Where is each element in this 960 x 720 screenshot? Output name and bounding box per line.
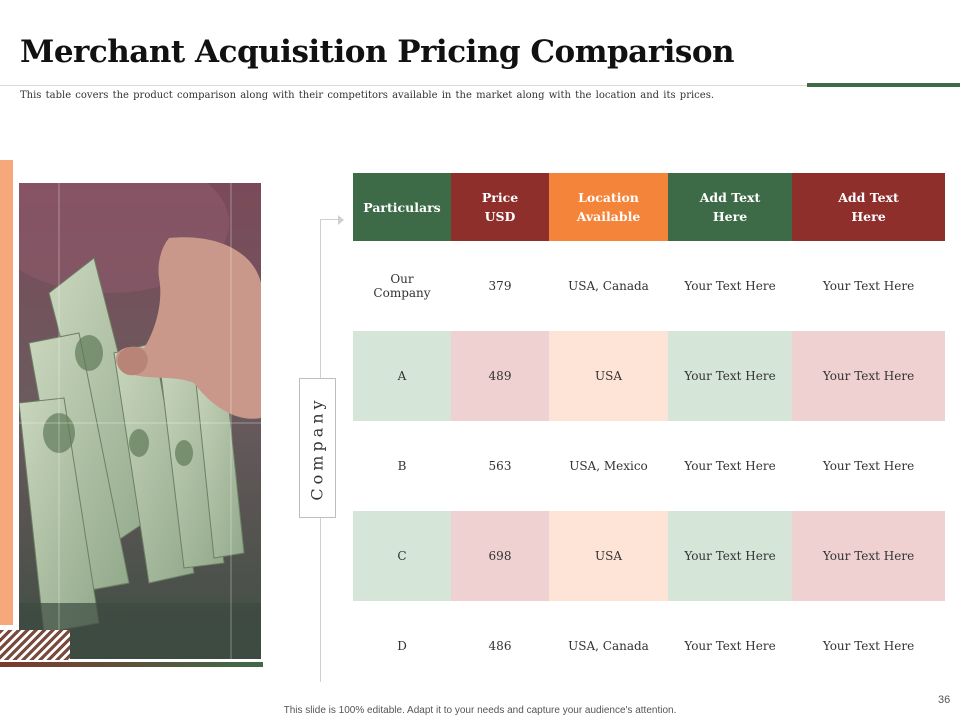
table-row: B 563 USA, Mexico Your Text Here Your Te…: [353, 421, 945, 511]
header-add-text-1: Add Text Here: [668, 173, 792, 241]
table-row: Our Company 379 USA, Canada Your Text Her…: [353, 241, 945, 331]
company-label-box: Company: [299, 378, 336, 518]
cell-text: Your Text Here: [792, 511, 945, 601]
header-price: Price USD: [451, 173, 549, 241]
bottom-gradient-bar: [0, 662, 263, 667]
cell-text: Your Text Here: [822, 279, 915, 293]
cell-particular: B: [397, 459, 407, 473]
table-row: C 698 USA Your Text Here Your Text Here: [353, 511, 945, 601]
cell-particular: C: [353, 511, 451, 601]
cell-particular: A: [353, 331, 451, 421]
arrow-right-icon: [338, 215, 344, 225]
cell-price: 698: [451, 511, 549, 601]
cell-price: 489: [451, 331, 549, 421]
header-location: Location Available: [549, 173, 668, 241]
slide-subtitle: This table covers the product comparison…: [20, 90, 714, 101]
cell-text: Your Text Here: [822, 459, 915, 473]
cell-price: 486: [488, 639, 512, 653]
cell-particular: Our Company: [373, 272, 431, 300]
cell-text: Your Text Here: [668, 511, 792, 601]
header-add-text-2: Add Text Here: [792, 173, 945, 241]
cell-location: USA: [549, 331, 668, 421]
slide-title: Merchant Acquisition Pricing Comparison: [20, 34, 735, 70]
comparison-table: Particulars Price USD Location Available A…: [353, 173, 945, 691]
page-number: 36: [938, 694, 951, 706]
cell-location: USA: [549, 511, 668, 601]
footer-note: This slide is 100% editable. Adapt it to…: [283, 705, 677, 716]
cell-location: USA, Mexico: [569, 459, 648, 473]
table-row: D 486 USA, Canada Your Text Here Your Te…: [353, 601, 945, 691]
cell-location: USA, Canada: [568, 279, 649, 293]
bracket-connector: [320, 219, 342, 220]
cell-text: Your Text Here: [684, 639, 776, 653]
cell-text: Your Text Here: [792, 331, 945, 421]
cell-location: USA, Canada: [568, 639, 649, 653]
left-accent-bar: [0, 160, 13, 625]
cell-text: Your Text Here: [822, 639, 915, 653]
cell-particular: D: [397, 639, 407, 653]
hatch-pattern: [0, 630, 70, 660]
cell-text: Your Text Here: [684, 459, 776, 473]
cell-text: Your Text Here: [668, 331, 792, 421]
cell-price: 563: [488, 459, 512, 473]
title-divider: [0, 85, 960, 86]
company-label: Company: [308, 395, 328, 501]
title-accent-bar: [807, 83, 960, 87]
header-particulars: Particulars: [353, 173, 451, 241]
cell-text: Your Text Here: [684, 279, 776, 293]
table-row: A 489 USA Your Text Here Your Text Here: [353, 331, 945, 421]
money-photo: [19, 183, 261, 659]
cell-price: 379: [488, 279, 512, 293]
